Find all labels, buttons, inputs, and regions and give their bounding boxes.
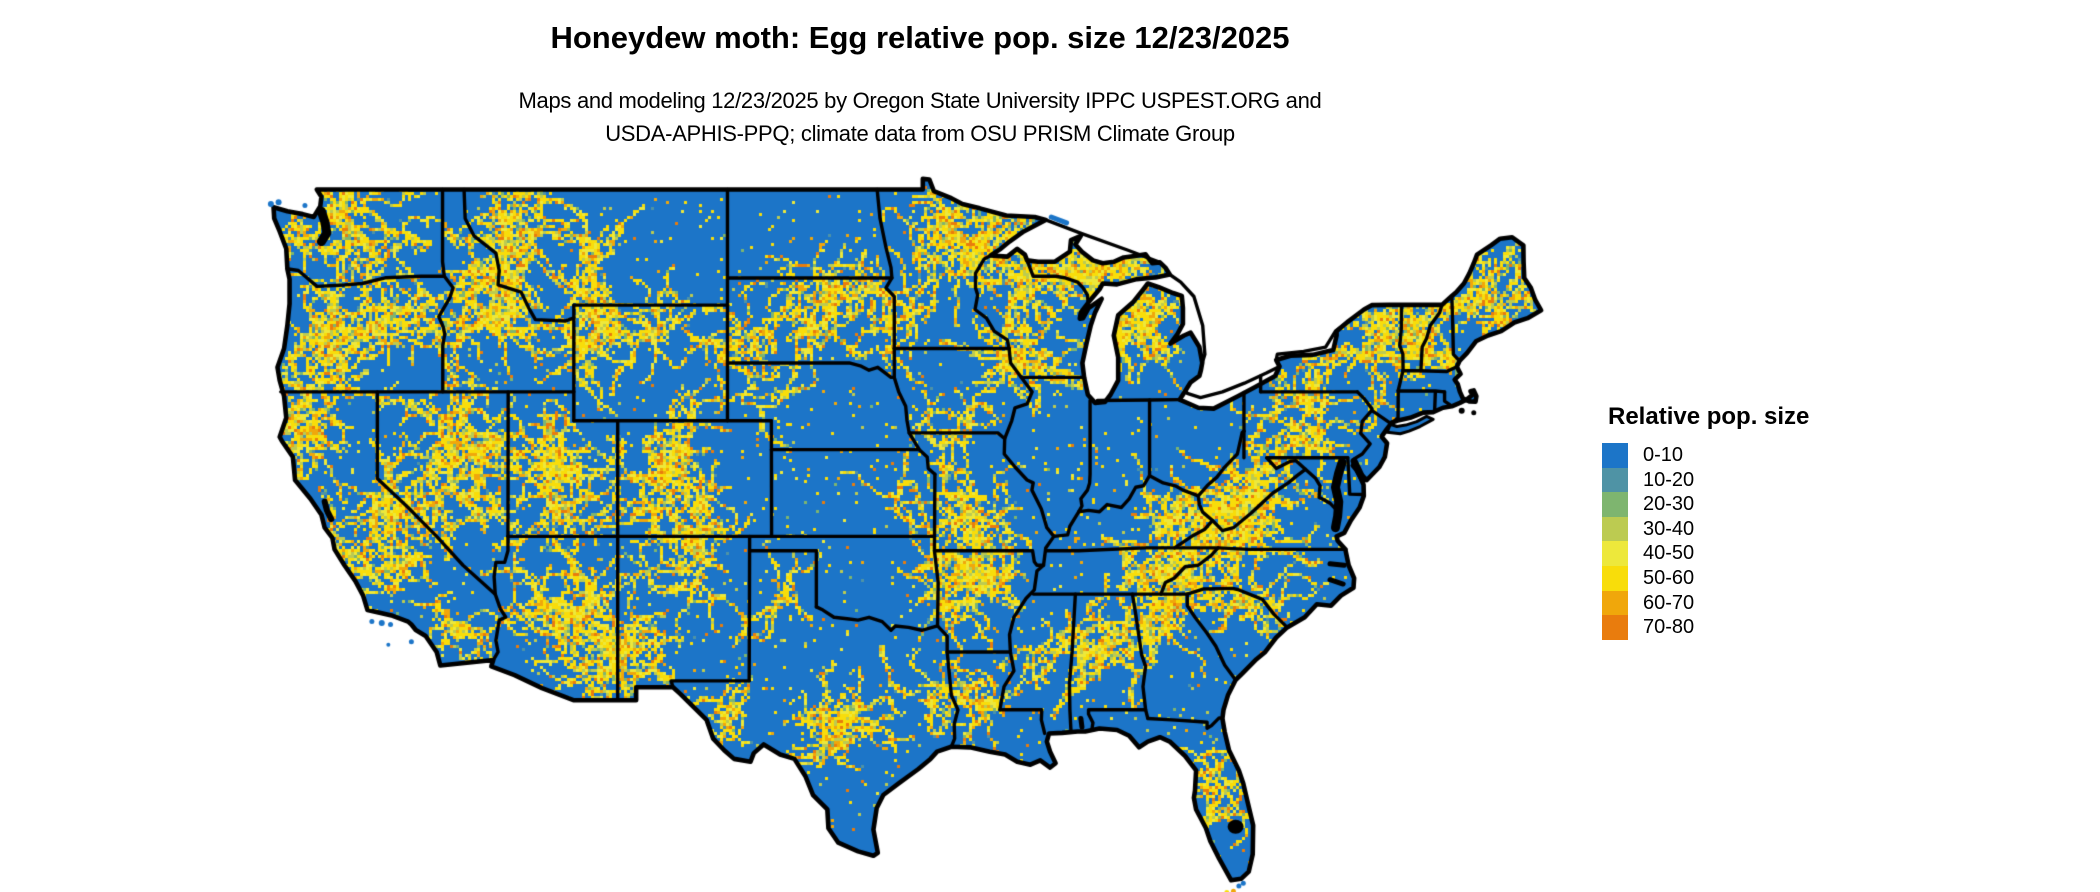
legend-label: 30-40 [1643, 517, 1695, 540]
legend-label: 60-70 [1643, 591, 1695, 614]
legend-label: 20-30 [1643, 493, 1695, 516]
legend-item: 70-80 [1602, 615, 1809, 640]
legend-swatch [1602, 516, 1628, 542]
header: Honeydew moth: Egg relative pop. size 12… [270, 0, 1570, 150]
legend-swatch [1602, 541, 1628, 566]
legend-label: 0-10 [1643, 444, 1684, 466]
legend-swatch [1602, 467, 1628, 493]
legend-item: 0-10 [1602, 443, 1809, 468]
legend-item: 20-30 [1602, 492, 1809, 517]
legend-rows: 0-10 10-20 20-30 30-40 40-50 50-60 60-70 70-80 [1602, 443, 1809, 640]
legend-item: 10-20 [1602, 467, 1809, 493]
legend-swatch [1602, 492, 1628, 517]
legend-item: 40-50 [1602, 541, 1809, 566]
subtitle-line-2: USDA-APHIS-PPQ; climate data from OSU PR… [605, 121, 1235, 146]
legend-swatch [1602, 565, 1628, 591]
legend-swatch [1602, 590, 1628, 616]
legend-swatch [1602, 615, 1628, 640]
map-subtitle: Maps and modeling 12/23/2025 by Oregon S… [270, 56, 1570, 150]
map-title: Honeydew moth: Egg relative pop. size 12… [550, 20, 1290, 55]
legend-item: 50-60 [1602, 565, 1809, 591]
legend-item: 60-70 [1602, 590, 1809, 616]
legend-label: 10-20 [1643, 468, 1695, 491]
legend-label: 50-60 [1643, 566, 1695, 589]
subtitle-line-1: Maps and modeling 12/23/2025 by Oregon S… [518, 88, 1322, 113]
legend: Relative pop. size 0-10 10-20 20-30 30-40 40… [1602, 403, 1809, 640]
legend-title: Relative pop. size [1608, 403, 1810, 430]
legend-item: 30-40 [1602, 516, 1809, 542]
legend-label: 40-50 [1643, 542, 1695, 565]
legend-swatch [1602, 443, 1628, 468]
legend-label: 70-80 [1643, 616, 1695, 639]
